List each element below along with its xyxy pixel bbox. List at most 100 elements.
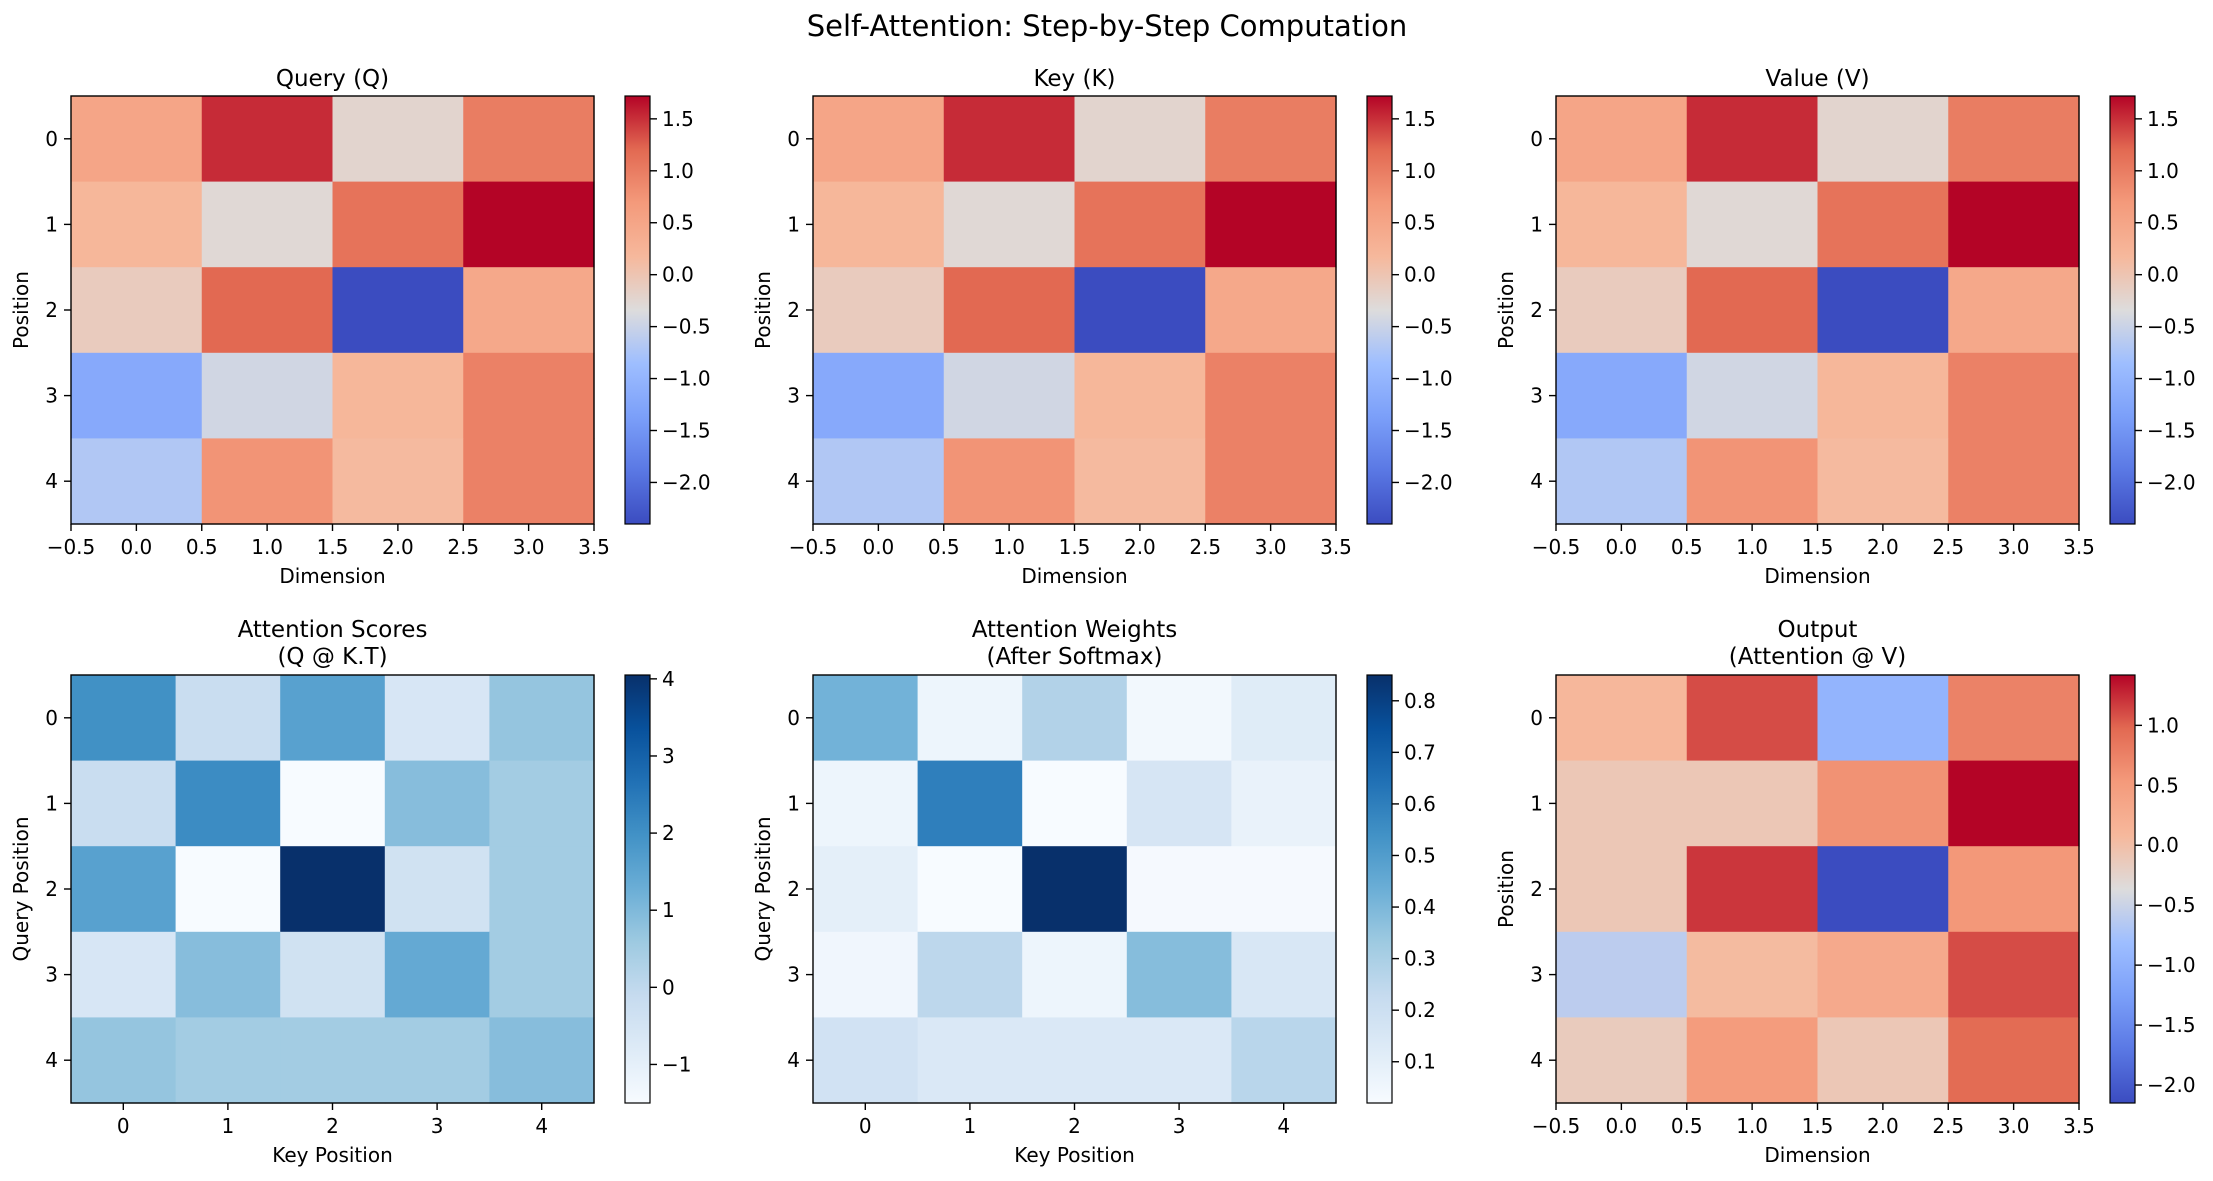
colorbar: [624, 674, 651, 1104]
y-axis-label: Position: [1494, 271, 1518, 349]
colorbar-ticks: 1.0 0.5 0.0 −0.5 −1.0 −1.5 −2.0: [2135, 713, 2196, 1097]
heatmap-cell: [1205, 96, 1337, 183]
heatmap-cell: [463, 438, 595, 525]
heatmap-cell: [1556, 96, 1688, 183]
heatmap-cell: [1074, 96, 1206, 183]
heatmap-cell: [1074, 181, 1206, 268]
heatmap-cell: [489, 675, 595, 762]
heatmap-cell: [1126, 760, 1232, 847]
x-tick-label: 0.5: [1671, 535, 1703, 559]
heatmap-cell: [1817, 96, 1949, 183]
heatmap-cell: [1817, 181, 1949, 268]
panel-title-line: (Q @ K.T): [277, 644, 387, 670]
y-tick-label: 1: [1530, 212, 1543, 236]
heatmap-cell: [1126, 675, 1232, 762]
y-tick-label: 0: [1530, 706, 1543, 730]
colorbar-tick-label: −2.0: [1404, 470, 1453, 494]
heatmap-cell: [917, 1017, 1023, 1104]
x-tick-label: 1.0: [1736, 535, 1768, 559]
x-tick-label: 2.0: [1867, 535, 1899, 559]
colorbar-tick-label: 0.5: [2147, 211, 2179, 235]
heatmap-cell: [489, 760, 595, 847]
x-tick-label: 3.5: [1320, 535, 1352, 559]
colorbar-tick-label: 0.2: [1404, 998, 1436, 1022]
x-tick-label: 3.0: [1255, 535, 1287, 559]
heatmap-cell: [1231, 846, 1337, 933]
x-axis-ticks: 0 1 2 3 4: [859, 1103, 1290, 1138]
x-tick-label: −0.5: [47, 535, 96, 559]
x-tick-label: 3.5: [2063, 535, 2095, 559]
x-tick-label: 4: [1277, 1114, 1290, 1138]
heatmap-cell: [943, 181, 1076, 268]
heatmap-cell: [813, 181, 945, 268]
y-tick-label: 1: [45, 791, 58, 815]
colorbar-tick-label: 1.5: [662, 107, 694, 131]
colorbar-tick-label: 1.0: [1404, 159, 1436, 183]
colorbar-tick-label: 0.3: [1404, 947, 1436, 971]
colorbar-ticks: 4 3 2 1 0 −1: [650, 667, 691, 1076]
y-tick-label: 0: [787, 127, 800, 151]
heatmap-cell: [175, 846, 281, 933]
heatmap-cell: [463, 352, 595, 439]
x-tick-label: 2.0: [1124, 535, 1156, 559]
heatmap-cell: [1022, 1017, 1128, 1104]
heatmap-cell: [1556, 181, 1688, 268]
colorbar-tick-label: 1.5: [2147, 107, 2179, 131]
x-axis-label: Dimension: [279, 564, 385, 588]
colorbar-tick-label: −1.0: [2147, 953, 2196, 977]
heatmap-cells: [813, 675, 1337, 1104]
heatmap-cell: [1948, 352, 2080, 439]
y-tick-label: 3: [45, 963, 58, 987]
heatmap-cell: [943, 96, 1076, 183]
colorbar-tick-label: 0.5: [662, 211, 694, 235]
y-tick-label: 0: [45, 706, 58, 730]
heatmap-cell: [1205, 438, 1337, 525]
colorbar-ticks: 1.5 1.0 0.5 0.0 −0.5 −1.0 −1.5 −2.0: [1392, 107, 1453, 494]
y-axis-ticks: 0 1 2 3 4: [787, 127, 813, 493]
colorbar: [2109, 674, 2136, 1104]
heatmap-cell: [1556, 267, 1688, 354]
heatmap-cells: [1556, 675, 2080, 1104]
heatmap-cell: [813, 352, 945, 439]
heatmap-cell: [1686, 181, 1819, 268]
heatmap-cell: [813, 267, 945, 354]
x-tick-label: −0.5: [789, 535, 838, 559]
y-axis-ticks: 0 1 2 3 4: [45, 706, 71, 1072]
colorbar-tick-label: −2.0: [2147, 470, 2196, 494]
x-tick-label: 3.0: [1998, 1114, 2030, 1138]
x-tick-label: 0.0: [120, 535, 152, 559]
heatmap-cells: [71, 675, 595, 1104]
colorbar-tick-label: −2.0: [2147, 1073, 2196, 1097]
heatmap-cell: [384, 931, 490, 1018]
heatmap-cell: [1022, 760, 1128, 847]
y-tick-label: 2: [787, 298, 800, 322]
heatmap-cell: [175, 1017, 281, 1104]
value-heatmap-panel: Value (V) −0.5 0.0 0.5 1.0 1.5 2.0 2.5 3.0 3.5 0…: [1494, 66, 2196, 588]
heatmap-cell: [1231, 931, 1337, 1018]
y-tick-label: 1: [45, 212, 58, 236]
heatmap-cell: [280, 1017, 386, 1104]
x-tick-label: 0: [859, 1114, 872, 1138]
colorbar-tick-label: −1.5: [2147, 1013, 2196, 1037]
heatmap-cell: [1817, 352, 1949, 439]
x-tick-label: 0.0: [1605, 1114, 1637, 1138]
x-axis-label: Dimension: [1764, 564, 1870, 588]
colorbar-tick-label: −2.0: [662, 470, 711, 494]
colorbar-tick-label: −1.0: [2147, 367, 2196, 391]
y-tick-label: 3: [787, 384, 800, 408]
x-tick-label: 3: [431, 1114, 444, 1138]
colorbar-tick-label: 0.1: [1404, 1050, 1436, 1074]
x-tick-label: 3.5: [578, 535, 610, 559]
colorbar-tick-label: 1.0: [2147, 159, 2179, 183]
colorbar-ticks: 1.5 1.0 0.5 0.0 −0.5 −1.0 −1.5 −2.0: [2135, 107, 2196, 494]
x-tick-label: 2.5: [447, 535, 479, 559]
heatmap-cell: [1817, 931, 1949, 1018]
heatmap-cell: [813, 846, 919, 933]
panel-title: Query (Q): [276, 66, 389, 92]
x-tick-label: 4: [535, 1114, 548, 1138]
x-axis-ticks: −0.5 0.0 0.5 1.0 1.5 2.0 2.5 3.0 3.5: [1532, 524, 2095, 559]
heatmap-cell: [1205, 352, 1337, 439]
heatmap-cell: [813, 438, 945, 525]
heatmap-cell: [1556, 675, 1688, 762]
x-tick-label: 1.5: [1059, 535, 1091, 559]
